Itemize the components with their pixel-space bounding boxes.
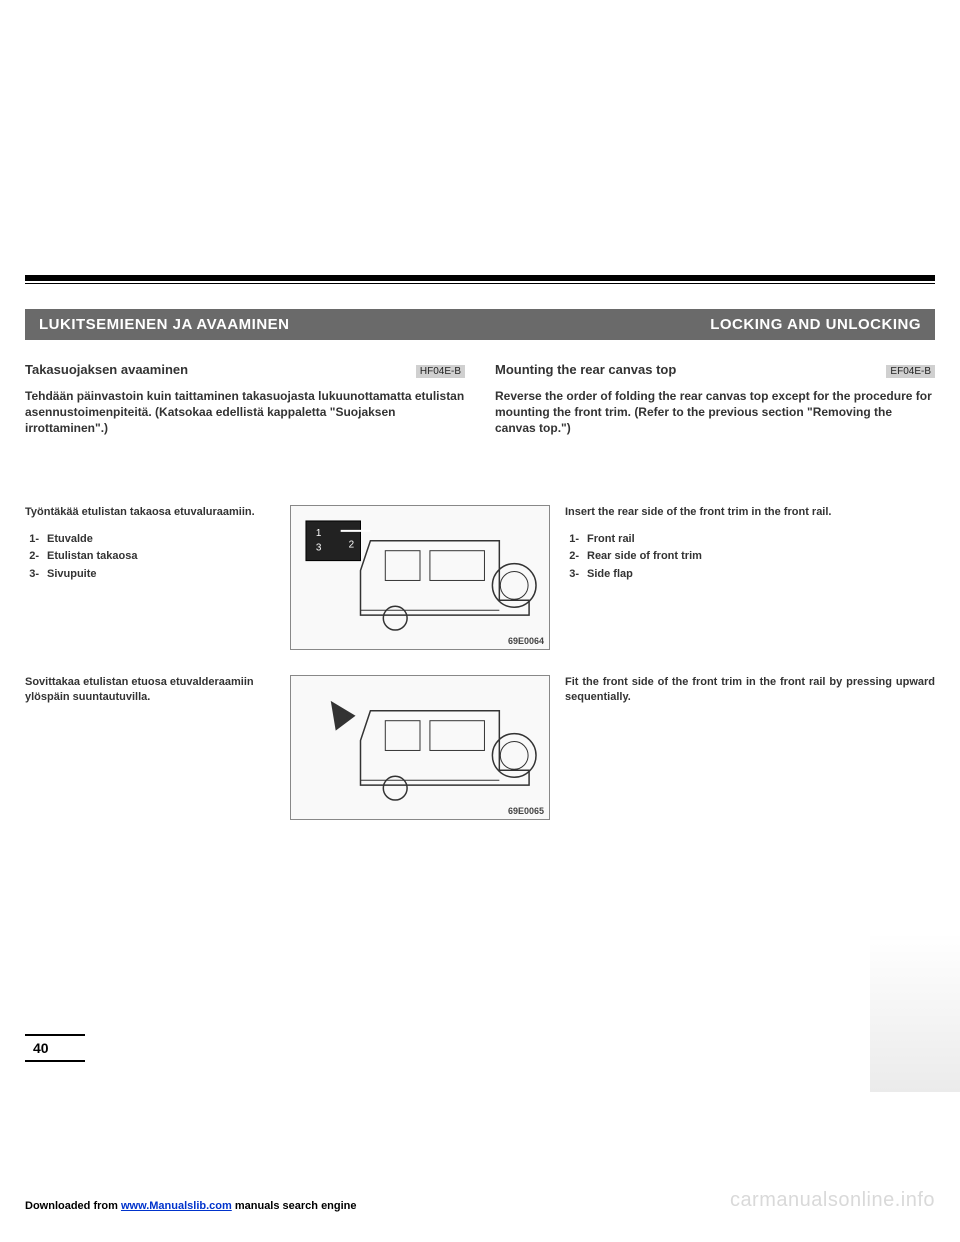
num: 2- [565,549,579,564]
svg-text:2: 2 [349,539,355,550]
step1-right-intro: Insert the rear side of the front trim i… [565,505,935,520]
vehicle-diagram-icon [301,686,539,805]
header-right: LOCKING AND UNLOCKING [710,316,921,333]
step1-left: Työntäkää etulistan takaosa etuvaluraami… [25,505,275,585]
header-left: LUKITSEMIENEN JA AVAAMINEN [39,316,290,333]
footer-link[interactable]: www.Manualslib.com [121,1200,232,1212]
svg-text:1: 1 [316,527,322,538]
list-item: 1- Front rail [565,532,935,547]
step-row-1: Työntäkää etulistan takaosa etuvaluraami… [25,505,935,650]
step2-right-intro: Fit the front side of the front trim in … [565,675,935,706]
num: 2- [25,549,39,564]
page-number: 40 [25,1034,85,1062]
label: Side flap [587,567,633,582]
step2-left-intro: Sovittakaa etulistan etuosa etuvalderaam… [25,675,275,706]
label: Etuvalde [47,532,93,547]
rule-thick [25,275,935,281]
label: Front rail [587,532,635,547]
list-item: 1- Etuvalde [25,532,275,547]
step1-image: 1 3 2 69E0064 [290,505,550,650]
num: 1- [25,532,39,547]
header-bar: LUKITSEMIENEN JA AVAAMINEN LOCKING AND U… [25,309,935,340]
section-title-right: Mounting the rear canvas top [495,362,676,377]
num: 1- [565,532,579,547]
list-item: 3- Sivupuite [25,567,275,582]
footer: Downloaded from www.Manualslib.com manua… [25,1200,357,1212]
num: 3- [25,567,39,582]
intro-left: Takasuojaksen avaaminen HF04E-B Tehdään … [25,362,465,437]
ref-code-right: EF04E-B [886,365,935,378]
title-row-left: Takasuojaksen avaaminen HF04E-B [25,362,465,378]
step1-left-intro: Työntäkää etulistan takaosa etuvaluraami… [25,505,275,520]
intro-columns: Takasuojaksen avaaminen HF04E-B Tehdään … [25,362,935,437]
vehicle-diagram-icon: 1 3 2 [301,516,539,635]
body-right: Reverse the order of folding the rear ca… [495,388,935,437]
step2-image: 69E0065 [290,675,550,820]
label: Etulistan takaosa [47,549,137,564]
num: 3- [565,567,579,582]
ref-code-left: HF04E-B [416,365,465,378]
img-code: 69E0065 [508,806,544,816]
list-item: 3- Side flap [565,567,935,582]
label: Sivupuite [47,567,97,582]
step2-right: Fit the front side of the front trim in … [565,675,935,718]
svg-text:3: 3 [316,542,322,553]
list-item: 2- Etulistan takaosa [25,549,275,564]
section-title-left: Takasuojaksen avaaminen [25,362,188,377]
step-row-2: Sovittakaa etulistan etuosa etuvalderaam… [25,675,935,820]
img-code: 69E0064 [508,636,544,646]
body-left: Tehdään päinvastoin kuin taittaminen tak… [25,388,465,437]
footer-suffix: manuals search engine [232,1200,357,1212]
intro-right: Mounting the rear canvas top EF04E-B Rev… [495,362,935,437]
label: Rear side of front trim [587,549,702,564]
page-content: LUKITSEMIENEN JA AVAAMINEN LOCKING AND U… [25,275,935,1062]
title-row-right: Mounting the rear canvas top EF04E-B [495,362,935,378]
footer-prefix: Downloaded from [25,1200,121,1212]
step2-left: Sovittakaa etulistan etuosa etuvalderaam… [25,675,275,718]
rule-thin [25,283,935,284]
step1-right: Insert the rear side of the front trim i… [565,505,935,585]
list-item: 2- Rear side of front trim [565,549,935,564]
watermark: carmanualsonline.info [730,1189,935,1212]
